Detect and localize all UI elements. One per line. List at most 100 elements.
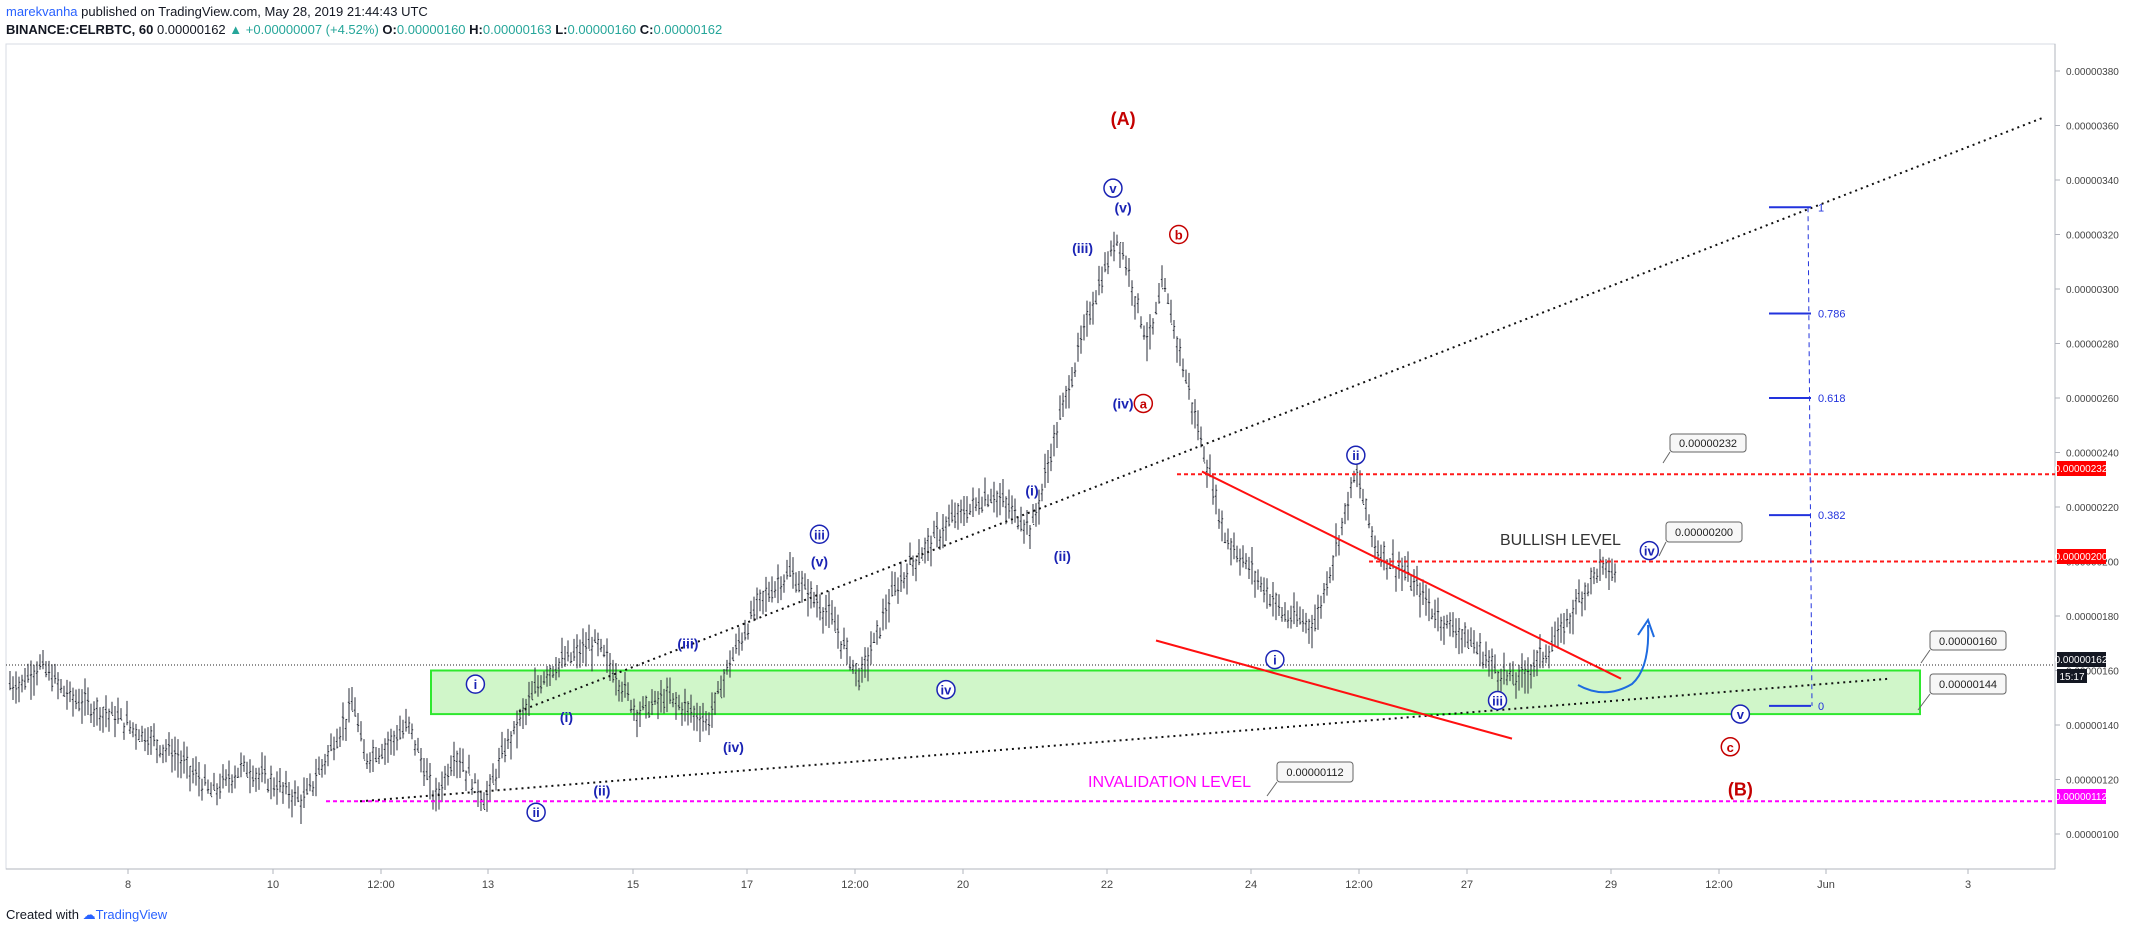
support-zone [430, 669, 1921, 716]
resistance-price-tag-text: 0.00000232 [2055, 464, 2108, 475]
zone-bottom-callout: 0.00000144 [1917, 673, 2007, 711]
low-value: 0.00000160 [567, 22, 637, 37]
invalidation-price-tag: 0.00000112 [2055, 789, 2108, 804]
wave-label: (iv) [1113, 395, 1134, 411]
y-axis-tick-label: 0.00000220 [2066, 503, 2119, 514]
change-arrow-icon: ▲ [229, 22, 243, 37]
close-label: C: [639, 22, 654, 37]
y-axis-tick-label: 0.00000260 [2066, 394, 2119, 405]
change-value: +0.00000007 (+4.52%) [245, 22, 379, 37]
wedge-lower-line [1155, 639, 1513, 740]
wave-label-circle [1639, 540, 1660, 561]
fib-level-label: 0 [1818, 701, 1824, 713]
current-price-tag: 0.00000162 [2055, 652, 2108, 667]
wave-label-circle [1265, 649, 1285, 670]
wave-label-circle [1168, 224, 1189, 245]
y-axis-tick-label: 0.00000160 [2066, 667, 2119, 678]
tradingview-link[interactable]: TradingView [95, 907, 168, 922]
wave-label: a [1140, 396, 1148, 411]
wave-label-circle [1133, 393, 1154, 414]
fib-trend-line [1807, 207, 1813, 706]
publication-info: marekvanha published on TradingView.com,… [6, 4, 428, 19]
wave-label: i [474, 677, 478, 692]
x-axis-tick-label: 3 [1965, 879, 1971, 891]
wave-label: iv [1644, 544, 1656, 559]
upper-channel-line [518, 116, 2045, 713]
symbol-info: BINANCE:CELRBTC, 60 0.00000162 ▲ +0.0000… [6, 22, 722, 37]
x-axis-tick-label: 22 [1101, 879, 1113, 891]
y-axis-tick-label: 0.00000380 [2066, 67, 2119, 78]
wave-label: (iii) [1072, 240, 1093, 256]
invalidation-price-tag-text: 0.00000112 [2055, 792, 2108, 803]
high-label: H: [469, 22, 483, 37]
y-axis-tick-label: 0.00000360 [2066, 122, 2119, 133]
x-axis-tick-label: 8 [125, 879, 131, 891]
bullish-price-tag-text: 0.00000200 [2055, 552, 2108, 563]
fib-level-label: 0.786 [1818, 309, 1846, 321]
tradingview-logo-icon: ☁ [82, 907, 96, 922]
fib-level-label: 1 [1818, 202, 1824, 214]
y-axis-tick-label: 0.00000340 [2066, 176, 2119, 187]
wave-label-circle [1103, 178, 1123, 198]
low-label: L: [555, 22, 568, 37]
chart-frame [5, 43, 2056, 870]
bullish-callout: 0.00000200 [1658, 521, 1743, 557]
fib-level-label: 0.382 [1818, 510, 1846, 522]
wave-label: iii [814, 527, 825, 542]
last-price: 0.00000162 [156, 22, 226, 37]
author-link[interactable]: marekvanha [6, 4, 78, 19]
wave-label: (B) [1728, 779, 1753, 799]
y-axis-tick-label: 0.00000320 [2066, 231, 2119, 242]
x-axis-tick-label: Jun [1817, 879, 1835, 891]
wave-label: (i) [560, 709, 573, 725]
wave-label-circle [1730, 704, 1751, 724]
projection-arrow-icon [1637, 617, 1655, 638]
wave-label: v [1737, 707, 1745, 722]
invalidation-callout-text: 0.00000112 [1286, 767, 1343, 779]
y-axis-tick-label: 0.00000280 [2066, 340, 2119, 351]
y-axis-tick-label: 0.00000100 [2066, 830, 2119, 841]
x-axis-tick-label: 12:00 [1345, 879, 1373, 891]
bullish-level-text: BULLISH LEVEL [1500, 532, 1621, 549]
wave-label: b [1175, 228, 1183, 243]
wave-label: c [1727, 740, 1734, 755]
x-axis-tick-label: 17 [741, 879, 753, 891]
wave-label: iv [941, 683, 953, 698]
wave-label: (i) [1025, 483, 1038, 499]
x-axis-tick-label: 20 [957, 879, 969, 891]
zone-top-callout-text: 0.00000160 [1939, 636, 1997, 648]
x-axis-tick-label: 13 [482, 879, 494, 891]
x-axis-tick-label: 15 [627, 879, 639, 891]
y-axis-tick-label: 0.00000120 [2066, 776, 2119, 787]
bullish-price-tag: 0.00000200 [2055, 549, 2108, 564]
wave-label: i [1273, 653, 1277, 668]
symbol-name: BINANCE:CELRBTC, 60 [6, 22, 154, 37]
y-axis-tick-label: 0.00000240 [2066, 449, 2119, 460]
zone-top-callout: 0.00000160 [1920, 630, 2007, 664]
resistance-callout-text: 0.00000232 [1679, 438, 1737, 450]
wave-label: (iv) [723, 739, 744, 755]
lower-channel-line [359, 677, 1891, 803]
x-axis-tick-label: 12:00 [841, 879, 869, 891]
x-axis-tick-label: 27 [1461, 879, 1473, 891]
countdown-tag: 15:17 [2057, 669, 2087, 683]
published-text: published on TradingView.com, May 28, 20… [81, 4, 428, 19]
wave-label-circle [465, 674, 486, 694]
wave-label: (iii) [677, 635, 698, 651]
fib-level-label: 0.618 [1818, 393, 1846, 405]
wave-label: ii [1352, 448, 1359, 463]
countdown-tag-text: 15:17 [2059, 672, 2084, 683]
wave-label: iii [1492, 693, 1503, 708]
zone-bottom-callout-text: 0.00000144 [1939, 679, 1997, 691]
wave-label-circle [1346, 445, 1366, 465]
wave-label-circle [1720, 737, 1741, 757]
open-value: 0.00000160 [396, 22, 466, 37]
wave-label-circle [526, 802, 546, 822]
current-price-tag-text: 0.00000162 [2055, 655, 2108, 666]
footer: Created with ☁TradingView [6, 907, 167, 923]
wave-label: (v) [811, 554, 828, 570]
y-axis-tick-label: 0.00000140 [2066, 721, 2119, 732]
wave-label: v [1109, 181, 1117, 196]
x-axis-tick-label: 12:00 [1705, 879, 1733, 891]
